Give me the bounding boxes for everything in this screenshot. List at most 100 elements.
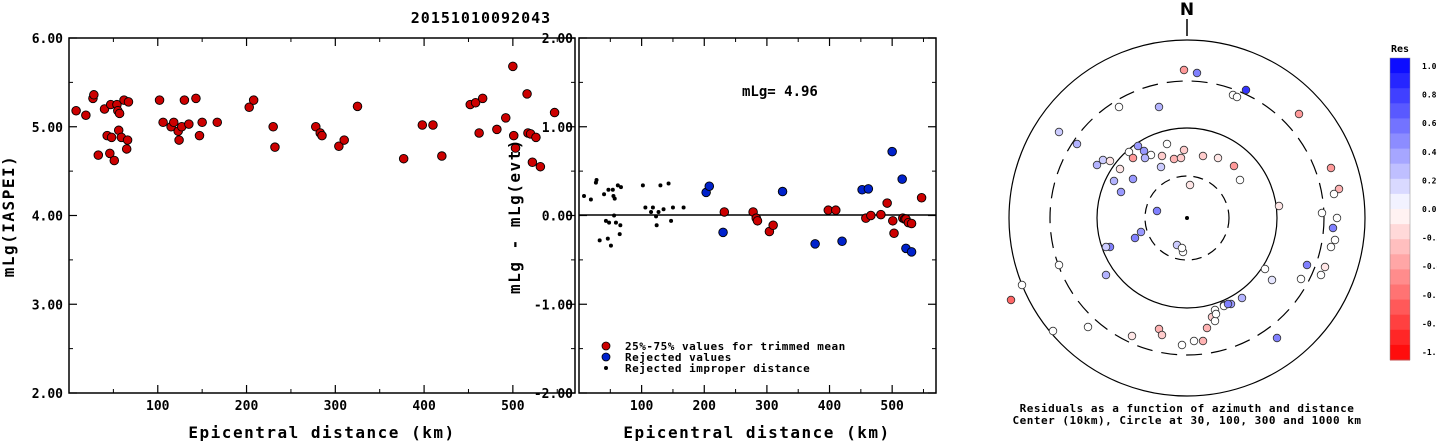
colorbar-tick-label: -0.2 bbox=[1422, 234, 1437, 243]
middle-improper-distance-point bbox=[607, 220, 612, 225]
middle-improper-distance-point bbox=[615, 183, 620, 188]
left-x-tick-label: 300 bbox=[324, 399, 348, 414]
left-tick-group: 100 200 300 400 500 2.00 3.00 4.00 5.00 6.00 bbox=[32, 32, 575, 414]
legend-label-trimmed-mean: 25%-75% values for trimmed mean bbox=[625, 340, 846, 353]
polar-residual-point bbox=[1296, 274, 1306, 284]
left-data-point bbox=[531, 132, 541, 143]
middle-x-tick-label: 400 bbox=[818, 399, 842, 414]
left-scatter-panel: 100 200 300 400 500 2.00 3.00 4.00 5.00 6.00 Epic… bbox=[0, 32, 576, 442]
middle-improper-distance-point bbox=[681, 205, 686, 210]
middle-improper-distance-point bbox=[612, 213, 617, 218]
polar-residual-point bbox=[1223, 299, 1233, 309]
left-data-point bbox=[437, 151, 447, 161]
middle-trimmed-mean-point bbox=[916, 192, 927, 203]
middle-improper-distance-point bbox=[618, 223, 623, 228]
middle-improper-distance-point bbox=[582, 193, 587, 198]
left-data-point bbox=[114, 108, 125, 119]
middle-x-tick-label: 100 bbox=[630, 399, 654, 414]
polar-residual-point bbox=[1241, 85, 1251, 95]
middle-y-axis-label: mLg - mLg(evt) bbox=[505, 138, 524, 294]
middle-legend: 25%-75% values for trimmed mean Rejected… bbox=[601, 340, 846, 375]
colorbar-tick-label: 0.4 bbox=[1422, 148, 1437, 157]
polar-residual-point bbox=[1101, 242, 1111, 252]
middle-x-axis-label: Epicentral distance (km) bbox=[623, 423, 890, 441]
middle-improper-distance-point bbox=[640, 183, 645, 188]
left-y-tick-label: 2.00 bbox=[32, 387, 63, 402]
polar-residual-point bbox=[1157, 330, 1167, 340]
left-data-point bbox=[268, 121, 278, 132]
left-data-point bbox=[169, 117, 179, 128]
middle-improper-distance-point bbox=[670, 205, 675, 210]
left-y-axis-label: mLg(IASPEI) bbox=[0, 155, 18, 277]
colorbar-cell bbox=[1390, 73, 1410, 89]
middle-rejected-point bbox=[837, 236, 847, 246]
polar-residual-point bbox=[1211, 309, 1221, 319]
polar-residual-point bbox=[1105, 156, 1115, 166]
colorbar-tick-label: 0.6 bbox=[1422, 119, 1437, 128]
polar-residual-point bbox=[1152, 206, 1162, 216]
left-data-point bbox=[477, 93, 488, 104]
colorbar-cell bbox=[1390, 269, 1410, 285]
polar-caption-line2: Center (10km), Circle at 30, 100, 300 an… bbox=[1012, 414, 1361, 427]
middle-rejected-point bbox=[718, 227, 728, 238]
left-points-group bbox=[71, 61, 560, 172]
legend-marker-improper-distance bbox=[604, 366, 608, 370]
left-data-point bbox=[89, 90, 99, 100]
polar-residual-point bbox=[1326, 242, 1336, 252]
middle-improper-distance-point bbox=[602, 192, 607, 197]
colorbar-cell bbox=[1390, 178, 1410, 195]
polar-residual-point bbox=[1133, 141, 1143, 151]
left-data-point bbox=[492, 124, 502, 135]
polar-center-point bbox=[1185, 216, 1189, 220]
polar-residual-point bbox=[1192, 68, 1202, 78]
polar-residual-point bbox=[1177, 340, 1187, 350]
left-y-tick-label: 5.00 bbox=[32, 121, 63, 136]
middle-improper-distance-point bbox=[658, 183, 663, 188]
left-data-point bbox=[334, 141, 344, 152]
left-data-point bbox=[123, 97, 134, 107]
middle-rejected-point bbox=[897, 174, 907, 184]
colorbar-tick-label: 0.2 bbox=[1422, 176, 1437, 185]
colorbar-cell bbox=[1390, 329, 1410, 346]
polar-residual-point bbox=[1210, 316, 1220, 326]
colorbar-cell bbox=[1390, 118, 1410, 134]
colorbar-cell bbox=[1390, 163, 1410, 180]
polar-residual-point bbox=[1316, 270, 1326, 280]
left-data-point bbox=[81, 110, 91, 120]
left-data-point bbox=[522, 89, 532, 99]
polar-residual-point bbox=[1176, 153, 1186, 163]
middle-improper-distance-point bbox=[656, 209, 661, 214]
polar-residual-point bbox=[1130, 233, 1140, 243]
polar-caption-line1: Residuals as a function of azimuth and d… bbox=[1020, 402, 1355, 415]
left-data-point bbox=[109, 155, 120, 166]
polar-ring-300km bbox=[1049, 80, 1325, 356]
middle-y-tick-label: -2.00 bbox=[534, 387, 573, 402]
polar-residual-point bbox=[1156, 162, 1166, 172]
middle-points-group bbox=[582, 146, 927, 257]
left-y-tick-label: 4.00 bbox=[32, 210, 63, 225]
middle-improper-distance-point bbox=[654, 214, 659, 219]
left-data-point bbox=[184, 119, 194, 129]
polar-residual-point bbox=[1334, 184, 1344, 194]
middle-y-tick-label: 2.00 bbox=[542, 32, 573, 47]
polar-ring-1000km bbox=[1008, 39, 1366, 397]
polar-residual-point bbox=[1294, 109, 1304, 119]
left-data-point bbox=[248, 95, 259, 105]
mlg-annotation: mLg= 4.96 bbox=[742, 84, 818, 100]
polar-residual-point bbox=[1092, 160, 1102, 170]
polar-residual-point bbox=[1320, 262, 1330, 272]
middle-improper-distance-point bbox=[649, 209, 654, 214]
polar-residual-point bbox=[1326, 163, 1336, 173]
polar-residual-point bbox=[1006, 295, 1016, 305]
polar-residual-point bbox=[1116, 187, 1126, 197]
left-data-point bbox=[121, 144, 132, 154]
left-data-point bbox=[527, 157, 538, 167]
colorbar-cell bbox=[1390, 88, 1410, 104]
polar-residual-point bbox=[1140, 153, 1150, 163]
colorbar-cell bbox=[1390, 314, 1410, 331]
colorbar-cell bbox=[1390, 224, 1410, 240]
polar-residual-point bbox=[1213, 153, 1223, 163]
left-data-point bbox=[417, 120, 428, 130]
polar-points-group bbox=[1006, 65, 1344, 350]
middle-improper-distance-point bbox=[666, 181, 671, 186]
